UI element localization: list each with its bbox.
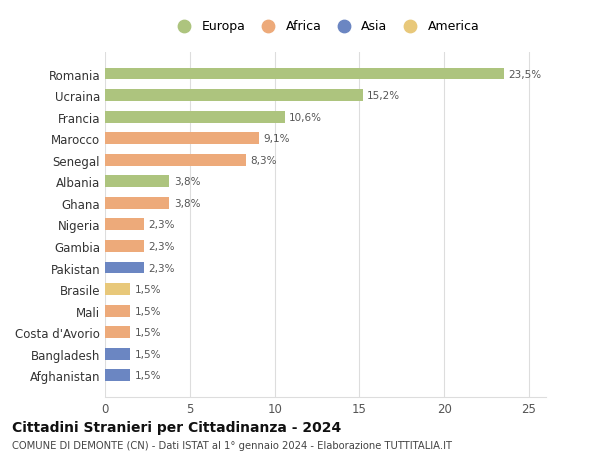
Bar [105, 219, 144, 231]
Text: 1,5%: 1,5% [134, 349, 161, 359]
Text: 2,3%: 2,3% [148, 263, 175, 273]
Text: 3,8%: 3,8% [173, 177, 200, 187]
Bar [105, 197, 169, 209]
Text: 8,3%: 8,3% [250, 156, 277, 165]
Bar [105, 90, 363, 102]
Text: 9,1%: 9,1% [263, 134, 290, 144]
Text: Cittadini Stranieri per Cittadinanza - 2024: Cittadini Stranieri per Cittadinanza - 2… [12, 420, 341, 434]
Text: 1,5%: 1,5% [134, 327, 161, 337]
Text: 1,5%: 1,5% [134, 370, 161, 381]
Bar [105, 176, 169, 188]
Text: 10,6%: 10,6% [289, 112, 322, 123]
Bar [105, 133, 259, 145]
Bar [105, 112, 285, 123]
Bar [105, 262, 144, 274]
Bar [105, 284, 130, 295]
Text: 1,5%: 1,5% [134, 306, 161, 316]
Bar [105, 326, 130, 338]
Text: 2,3%: 2,3% [148, 241, 175, 252]
Text: 2,3%: 2,3% [148, 220, 175, 230]
Text: 1,5%: 1,5% [134, 285, 161, 294]
Text: 15,2%: 15,2% [367, 91, 400, 101]
Text: COMUNE DI DEMONTE (CN) - Dati ISTAT al 1° gennaio 2024 - Elaborazione TUTTITALIA: COMUNE DI DEMONTE (CN) - Dati ISTAT al 1… [12, 440, 452, 450]
Text: 23,5%: 23,5% [508, 69, 541, 79]
Legend: Europa, Africa, Asia, America: Europa, Africa, Asia, America [169, 18, 482, 36]
Bar [105, 305, 130, 317]
Text: 3,8%: 3,8% [173, 198, 200, 208]
Bar [105, 241, 144, 252]
Bar [105, 155, 246, 166]
Bar [105, 348, 130, 360]
Bar [105, 369, 130, 381]
Bar [105, 68, 503, 80]
